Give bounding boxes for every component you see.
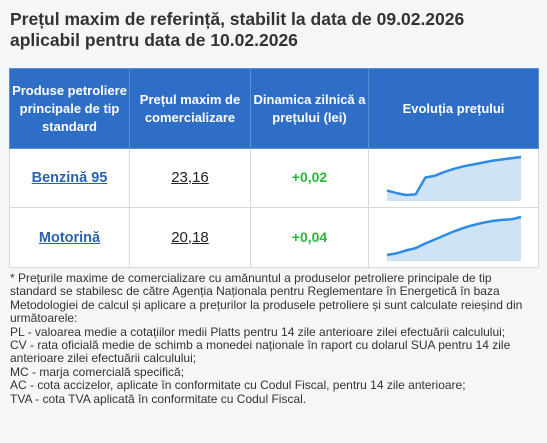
header-max-price: Prețul maxim de comercializare [129,68,251,149]
sparkline-benzina-95 [386,155,521,201]
product-link-motorina[interactable]: Motorină [38,229,101,246]
footnote-pl: PL - valoarea medie a cotațiilor medii P… [10,324,506,339]
header-products: Produse petroliere principale de tip sta… [9,68,130,149]
price-link-benzina-95[interactable]: 23,16 [171,169,209,186]
sparkline-area [386,157,521,201]
cell-product: Motorină [9,207,130,268]
footnote-tva: TVA - cota TVA aplicată în conformitate … [10,391,307,406]
footnote-ac: AC - cota accizelor, aplicate în conform… [10,378,466,393]
cell-change: +0,04 [250,207,369,268]
footnotes: * Prețurile maxime de comercializare cu … [10,271,536,406]
title-line-1: Prețul maxim de referință, stabilit la d… [10,9,465,29]
daily-change-motorina: +0,04 [291,228,328,245]
page-title: Prețul maxim de referință, stabilit la d… [10,9,540,51]
sparkline-motorina [386,215,521,261]
cell-trend [368,148,539,208]
footnote-intro: * Prețurile maxime de comercializare cu … [10,271,523,326]
product-link-benzina-95[interactable]: Benzină 95 [31,170,108,186]
sparkline-line [386,155,521,197]
header-price-evolution: Evoluția prețului [368,68,539,149]
fuel-price-table: Produse petroliere principale de tip sta… [9,68,539,268]
cell-change: +0,02 [250,148,369,208]
price-link-motorina[interactable]: 20,18 [171,228,209,246]
header-daily-change: Dinamica zilnică a prețului (lei) [250,68,369,149]
sparkline-line [386,215,521,256]
table-row-motorina: Motorină 20,18 +0,04 [9,207,539,268]
footnote-mc: MC - marja comercială specifică; [10,364,185,379]
table-row-benzina: Benzină 95 23,16 +0,02 [9,148,539,208]
footnote-cv: CV - rata oficială medie de schimb a mon… [10,338,511,366]
title-line-2: aplicabil pentru data de 10.02.2026 [10,30,298,50]
sparkline-area [386,216,521,261]
cell-product: Benzină 95 [9,148,130,208]
cell-price: 20,18 [129,207,251,268]
table-header-row: Produse petroliere principale de tip sta… [9,68,539,149]
daily-change-benzina-95: +0,02 [291,169,328,185]
cell-price: 23,16 [129,148,251,208]
cell-trend [368,207,539,268]
